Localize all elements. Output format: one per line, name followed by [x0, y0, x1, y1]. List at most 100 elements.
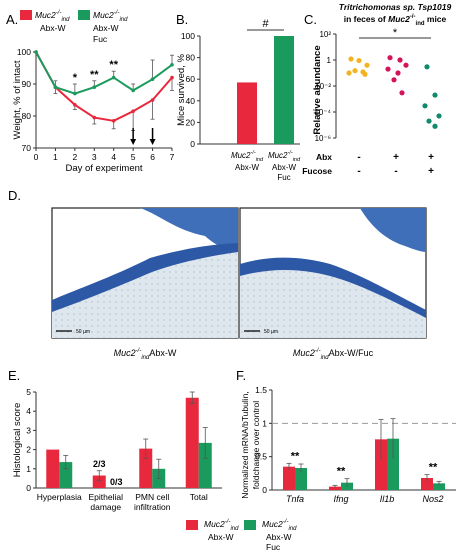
- data-point-c-group1: [348, 56, 354, 62]
- category-label-e: Total: [190, 492, 208, 502]
- y-tick-label-b: 0: [190, 139, 195, 149]
- y-axis-label-b: Mice survived, %: [176, 54, 187, 126]
- tissue-mucosa-left: [52, 243, 238, 312]
- tissue-villi-top-right: [360, 208, 426, 252]
- y-tick-label-c: 1: [327, 56, 332, 65]
- annotation-e-green: 0/3: [110, 477, 123, 487]
- factor-mark-c: -: [394, 166, 397, 177]
- bar-f-abx-w: [375, 439, 387, 490]
- data-point-c-group2: [391, 77, 397, 83]
- tick-label-b-sub: ind: [293, 157, 301, 163]
- data-point-a: [92, 85, 97, 89]
- data-point-c-group3: [432, 92, 438, 98]
- category-label-e: PMN cell: [135, 492, 169, 502]
- data-point-a: [92, 115, 97, 120]
- data-point-a: [131, 109, 135, 113]
- bar-e-abx-w-fuc: [59, 462, 73, 488]
- c-title-line1: Tritrichomonas sp. Tsp1019: [339, 2, 452, 12]
- tick-label-b-line3: Fuc: [277, 173, 290, 182]
- bottom-legend-swatch-red: [186, 520, 198, 530]
- bar-f-abx-w-fuc: [433, 483, 445, 490]
- y-tick-label-f: 0.5: [255, 452, 267, 462]
- bar-b-abx-w: [237, 82, 257, 144]
- panel-a-weight-chart: Muc2-/-ind Abx-W Muc2-/-ind Abx-W Fuc We…: [12, 10, 175, 174]
- c-title-line2: in feces of Muc2-/-ind mice: [344, 14, 447, 27]
- bar-f-abx-w: [421, 478, 433, 490]
- caption-left: Muc2-/-indAbx-W: [114, 348, 177, 361]
- y-tick-label-c: 10⁻⁶: [315, 134, 331, 143]
- factor-mark-c: +: [428, 152, 434, 163]
- legend-a-red-gene: Muc2-/-ind: [35, 10, 70, 23]
- bar-f-abx-w-fuc: [295, 468, 307, 490]
- category-label-f: Il1b: [380, 494, 395, 504]
- x-tick-label-a: 4: [111, 152, 116, 162]
- category-label-e: damage: [90, 502, 121, 512]
- category-label-f: Nos2: [422, 494, 443, 504]
- tick-label-b-line2: Abx-W: [272, 163, 296, 172]
- y-tick-label-e: 2: [26, 445, 31, 455]
- tissue-villi-top-left: [140, 208, 238, 250]
- y-tick-label-c: 10⁻²: [315, 82, 331, 91]
- data-point-c-group2: [387, 55, 393, 61]
- data-point-c-group2: [397, 57, 403, 63]
- bar-f-abx-w: [283, 466, 295, 490]
- category-label-e: Epithelial: [89, 492, 124, 502]
- series-line-abx-w-fuc: [35, 51, 173, 95]
- x-tick-label-a: 1: [53, 152, 58, 162]
- factor-mark-c: -: [357, 166, 360, 177]
- factor-label-c: Fucose: [302, 166, 332, 176]
- bar-e-abx-w-fuc: [198, 442, 212, 488]
- significance-marker-f: **: [429, 462, 438, 474]
- category-label-e: infiltration: [134, 502, 171, 512]
- y-axis-label-f-line1: Normalized mRNA/bTubulin,: [240, 391, 250, 498]
- scale-bar-right-label: 50 µm: [264, 329, 278, 335]
- panel-label-d: D.: [8, 188, 21, 203]
- y-tick-label-a: 70: [22, 143, 32, 153]
- series-line-abx-w: [35, 51, 173, 122]
- x-axis-label-a: Day of experiment: [65, 163, 142, 174]
- panel-label-f: F.: [236, 368, 246, 383]
- x-tick-label-a: 5: [131, 152, 136, 162]
- data-point-a: [111, 75, 116, 80]
- y-tick-label-e: 1: [26, 464, 31, 474]
- y-tick-label-b: 80: [186, 53, 196, 63]
- y-tick-label-c: 10²: [319, 30, 331, 39]
- y-axis-label-e: Histological score: [12, 403, 23, 477]
- y-axis-label-c: Relative abundance: [312, 45, 323, 134]
- data-point-a: [111, 119, 116, 123]
- tick-label-b-sup: -/-: [288, 150, 293, 156]
- bar-e-abx-w: [185, 397, 199, 488]
- bottom-legend-green-line2: Abx-W: [266, 532, 292, 542]
- tissue-muscle-right: [240, 264, 426, 338]
- panel-b-survival-chart: Mice survived, % 020406080100Muc2-/-indA…: [176, 18, 301, 182]
- data-point-c-group2: [385, 66, 391, 72]
- y-tick-label-e: 3: [26, 425, 31, 435]
- bar-e-abx-w: [92, 475, 106, 488]
- y-tick-label-b: 60: [186, 74, 196, 84]
- caption-right: Muc2-/-indAbx-W/Fuc: [293, 348, 374, 361]
- factor-mark-c: -: [357, 152, 360, 163]
- bar-b-abx-w-fuc: [274, 36, 294, 144]
- significance-marker-a: *: [73, 72, 78, 84]
- significance-marker-c: *: [393, 27, 398, 39]
- data-point-c-group2: [395, 70, 401, 76]
- x-tick-label-a: 7: [170, 152, 175, 162]
- panel-d-histology: 50 µm 50 µm Muc2-/-indAbx-W Muc2-/-indAb…: [51, 207, 427, 361]
- y-tick-label-f: 1.5: [255, 385, 267, 395]
- data-point-c-group1: [364, 62, 370, 68]
- panel-f-mrna-chart: Normalized mRNA/bTubulin, foldchange ove…: [240, 385, 456, 504]
- significance-marker-f: **: [291, 450, 300, 462]
- tick-label-b-line2: Abx-W: [235, 163, 259, 172]
- data-point-a: [73, 91, 77, 96]
- significance-marker-b: #: [262, 18, 269, 30]
- data-point-a: [150, 77, 155, 81]
- panel-e-histology-score-chart: Histological score 0 1 2 3 4 5 Hyperplasia Epit…: [12, 387, 222, 512]
- panel-label-a: A.: [6, 12, 18, 27]
- factor-mark-c: +: [393, 152, 399, 163]
- bottom-legend: Muc2-/-ind Abx-W Muc2-/-ind Abx-W Fuc: [186, 519, 297, 552]
- y-tick-label-e: 0: [26, 483, 31, 493]
- significance-marker-a: **: [90, 69, 99, 81]
- legend-a-red-label: Abx-W: [40, 23, 66, 33]
- data-point-c-group1: [356, 57, 362, 64]
- tick-label-b-gene-name: Muc2: [268, 151, 288, 160]
